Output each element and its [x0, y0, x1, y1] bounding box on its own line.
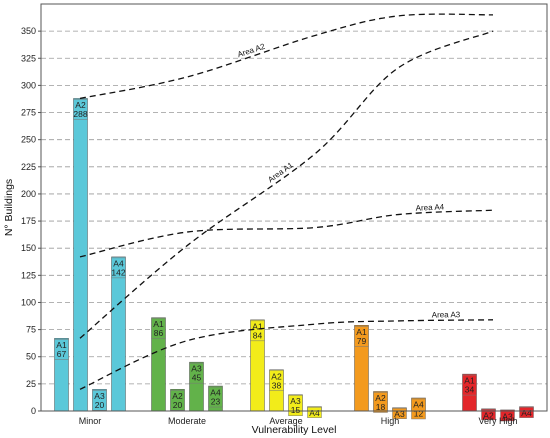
curve-label: Area A2	[236, 42, 266, 60]
y-tick-label: 350	[21, 26, 36, 36]
curve-label: Area A1	[266, 160, 295, 184]
bar-label-box	[354, 326, 369, 347]
bar-label-box	[250, 320, 265, 342]
x-category-label: Moderate	[168, 416, 206, 426]
curve-area-a1	[79, 30, 494, 339]
bar-series-label: A2	[375, 393, 386, 403]
curve-area-a2	[79, 13, 494, 100]
bar-label-box	[373, 392, 388, 413]
y-tick-label: 325	[21, 53, 36, 63]
y-tick-label: 175	[21, 216, 36, 226]
bars: A167A2288A320A4142A186A220A345A423A184A2…	[54, 98, 534, 421]
bar-label-box	[411, 398, 426, 420]
y-tick-label: 50	[26, 352, 36, 362]
bar-series-label: A4	[413, 399, 424, 409]
bar-series-label: A4	[113, 258, 124, 268]
bar-series-label: A2	[172, 391, 183, 401]
y-tick-label: 0	[31, 406, 36, 416]
y-tick-label: 125	[21, 270, 36, 280]
plot-frame	[40, 3, 548, 412]
bar-label-box	[392, 408, 407, 419]
bar-series-label: A4	[521, 408, 532, 418]
bar-series-label: A3	[394, 409, 405, 419]
bar-label-box	[481, 409, 496, 421]
bar-value-label: 23	[211, 397, 221, 407]
bar-value-label: 20	[95, 400, 105, 410]
y-tick-label: 150	[21, 243, 36, 253]
x-category-label: Average	[269, 416, 302, 426]
bar-value-label: 86	[154, 328, 164, 338]
x-category-label: High	[381, 416, 400, 426]
curve-area-a3	[79, 319, 494, 390]
bar-value-label: 38	[272, 380, 282, 390]
x-category-label: Minor	[79, 416, 102, 426]
bar-series-label: A3	[502, 411, 513, 421]
bar-value-label: 45	[192, 373, 202, 383]
bar-value-label: 34	[465, 385, 475, 395]
y-tick-label: 75	[26, 325, 36, 335]
bar-a2	[73, 98, 88, 412]
bar-series-label: A3	[191, 364, 202, 374]
bar-series-label: A1	[56, 340, 67, 350]
bar-series-label: A4	[309, 408, 320, 418]
y-axis-title: N° Buildings	[3, 179, 15, 236]
y-tick-label: 225	[21, 162, 36, 172]
bar-label-box	[111, 257, 126, 279]
bar-value-label: 288	[73, 109, 87, 119]
bar-value-label: 142	[111, 267, 125, 277]
bar-series-label: A2	[75, 100, 86, 110]
bar-series-label: A2	[271, 371, 282, 381]
bar-value-label: 79	[357, 336, 367, 346]
bar-label-box	[269, 370, 284, 392]
cumulative-curves: Area A2 Area A1 Area A4 Area A3	[79, 13, 494, 390]
x-axis-title: Vulnerability Level	[252, 424, 337, 436]
y-tick-label: 100	[21, 297, 36, 307]
y-tick-label: 275	[21, 108, 36, 118]
bar-series-label: A1	[464, 376, 475, 386]
y-tick-label: 250	[21, 135, 36, 145]
bar-label-box	[54, 339, 69, 360]
bar-label-box	[307, 407, 322, 418]
y-tick-label: 200	[21, 189, 36, 199]
bar-series-label: A1	[252, 321, 263, 331]
bar-series-label: A3	[94, 391, 105, 401]
bar-series-label: A4	[210, 388, 221, 398]
curve-area-a4	[79, 209, 494, 258]
bar-label-box	[151, 318, 166, 339]
y-tick-label: 300	[21, 80, 36, 90]
bar-value-label: 12	[414, 408, 424, 418]
bar-label-box	[208, 386, 223, 408]
bar-series-label: A1	[356, 327, 367, 337]
bar-value-label: 84	[253, 330, 263, 340]
bar-label-box	[519, 407, 534, 418]
x-category-label: Very High	[478, 416, 517, 426]
bar-value-label: 20	[173, 400, 183, 410]
curve-label: Area A4	[415, 202, 444, 212]
y-tick-labels: 0 25 50 75 100 125 150 175 200 225 250 275 300 325 350	[21, 26, 41, 416]
y-tick-label: 25	[26, 379, 36, 389]
bar-series-label: A1	[153, 319, 164, 329]
bar-label-box	[189, 362, 204, 384]
bar-value-label: 67	[57, 349, 67, 359]
curve-label: Area A3	[432, 310, 461, 319]
bar-value-label: 15	[291, 405, 301, 415]
bar-label-box	[170, 390, 185, 411]
bar-value-label: 18	[376, 402, 386, 412]
bar-label-box	[462, 374, 477, 396]
bar-a4	[111, 256, 126, 412]
bar-series-label: A3	[290, 396, 301, 406]
bar-series-label: A2	[483, 410, 494, 420]
bar-label-box	[92, 390, 107, 411]
bar-label-box	[73, 99, 88, 120]
x-category-labels: Minor Moderate Average High Very High	[79, 416, 518, 426]
